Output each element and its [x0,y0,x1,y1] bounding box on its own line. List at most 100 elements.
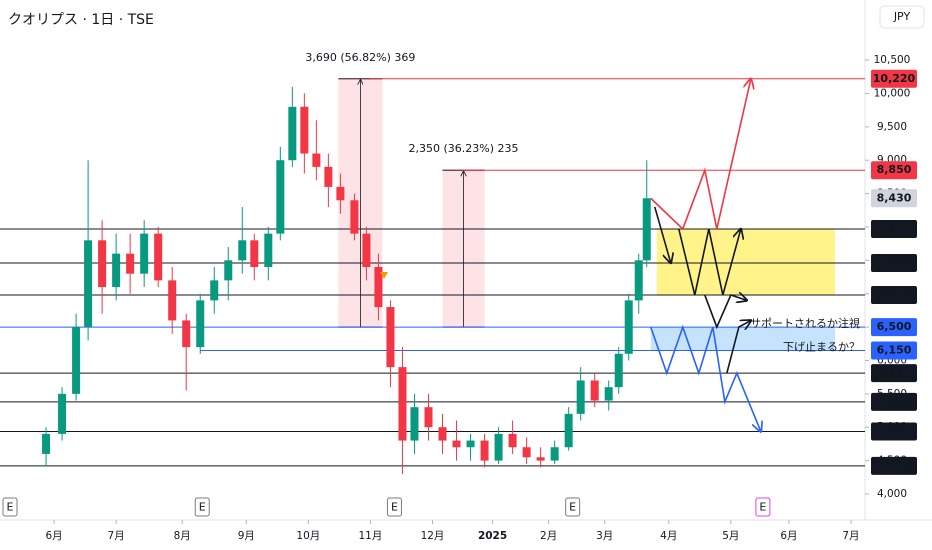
level-badge [871,456,917,475]
projection [653,206,671,263]
event-marker [386,497,402,517]
level-badge [871,392,917,411]
currency-button[interactable] [879,5,925,29]
projection [649,324,761,431]
event-label: E [199,501,206,514]
candle-body [398,367,407,441]
candle-body [98,240,107,288]
candle-body [312,153,321,167]
candle-body [288,106,297,161]
candle-body [536,457,545,461]
level-badge [871,286,917,305]
candle-body [324,166,333,187]
candle-body [604,387,613,401]
projection [704,295,747,330]
x-tick-label: 7月 [108,530,125,542]
candle-body [590,380,599,401]
x-tick-label: 9月 [238,530,255,542]
event-marker [565,497,581,517]
candle-body [154,233,163,281]
level-badge-label: 7,460 [877,256,912,269]
candle-body [196,300,205,348]
candle-body [480,440,489,461]
y-tick-label: 4,000 [877,488,907,500]
currency[interactable]: JPY [893,10,911,23]
candle-body [386,307,395,368]
candle-body [642,198,651,261]
candle-body [550,447,559,461]
candle-body [362,233,371,268]
candle-body [624,300,633,354]
x-tick-label: 2025 [478,530,507,542]
x-tick-label: 7月 [842,530,859,542]
x-tick-label: 11月 [358,530,382,542]
candle-body [350,200,359,234]
event-label: E [759,501,766,514]
level-badge-label: 4,420 [877,459,912,472]
candle-body [466,440,475,448]
x-tick-label: 8月 [174,530,191,542]
candle-body [336,186,345,201]
candle-body [72,327,81,394]
candle-body [424,407,433,428]
candle-body [300,106,309,154]
projection [678,229,741,296]
x-tick-label: 3月 [596,530,613,542]
zone [656,228,835,296]
y-tick-label: 10,500 [874,54,911,66]
candle-body [168,280,177,321]
level-badge [871,189,917,208]
candle-body [410,407,419,441]
level-badge-label: 7,970 [877,222,912,235]
candle-body [634,260,643,301]
event-label: E [569,501,576,514]
level-badge-label: 10,220 [873,72,916,85]
y-tick-label: 9,500 [877,121,907,133]
x-tick-label: 4月 [660,530,677,542]
level-badge [871,69,917,88]
measure-label: 2,350 (36.23%) 235 [409,142,519,155]
level-badge-label: 8,850 [877,163,912,176]
level-badge [871,254,917,273]
candle-body [564,413,573,448]
x-tick-label: 2月 [540,530,557,542]
level-badge-label: 4,935 [877,425,912,438]
measure-label: 3,690 (56.82%) 369 [305,51,415,64]
level-badge-label: 5,380 [877,395,912,408]
level-badge-label: 8,430 [877,191,912,204]
event-marker [2,497,18,517]
event-marker [194,497,210,517]
candle-body [126,253,135,274]
candle-body [576,380,585,414]
level-badge [871,161,917,180]
candle-body [58,393,67,434]
candle-body [508,433,517,448]
x-tick-label: 10月 [296,530,320,542]
candle-body [522,447,531,458]
signal-marker [380,272,388,279]
level-badge-label: 6,500 [877,320,912,333]
y-tick-label: 10,000 [874,87,911,99]
candle-body [438,427,447,441]
chart-title: クオリプス · 1日 · TSE [8,12,154,28]
candle-body [224,260,233,281]
x-tick-label: 5月 [722,530,739,542]
level-badge [871,422,917,441]
level-badge [871,318,917,337]
level-badge-label: 6,980 [877,288,912,301]
candle-body [276,160,285,234]
level-badge-label: 6,150 [877,343,912,356]
x-tick-label: 6月 [780,530,797,542]
candle-body [182,320,191,348]
candle-body [614,353,623,388]
x-tick-label: 12月 [421,530,445,542]
candle-body [42,433,51,454]
candle-body [494,433,503,461]
event-label: E [7,501,14,514]
zone [650,327,835,351]
candle-body [250,240,259,268]
candle-body [140,233,149,274]
level-badge [871,341,917,360]
candle-body [264,233,273,268]
